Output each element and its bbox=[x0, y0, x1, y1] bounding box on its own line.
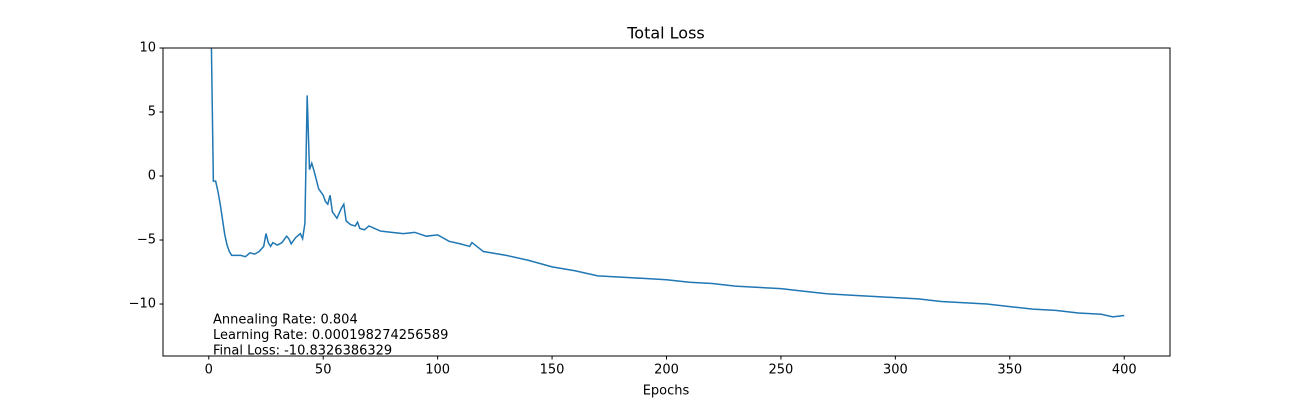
x-tick-label: 400 bbox=[1112, 363, 1137, 378]
annotation: Final Loss: -10.8326386329 bbox=[213, 344, 392, 359]
y-tick-label: 0 bbox=[148, 169, 156, 184]
x-tick-label: 300 bbox=[883, 363, 908, 378]
x-tick-label: 100 bbox=[425, 363, 450, 378]
x-tick-label: 0 bbox=[205, 363, 213, 378]
x-axis-label: Epochs bbox=[643, 384, 690, 399]
annotation: Learning Rate: 0.000198274256589 bbox=[213, 328, 448, 343]
x-tick-label: 350 bbox=[997, 363, 1022, 378]
chart-title: Total Loss bbox=[626, 24, 705, 43]
y-tick-label: −10 bbox=[129, 297, 156, 312]
annotation: Annealing Rate: 0.804 bbox=[213, 313, 358, 328]
plot-frame bbox=[162, 47, 1171, 357]
x-tick-label: 150 bbox=[540, 363, 565, 378]
y-tick-label: −5 bbox=[137, 233, 156, 248]
y-tick-label: 5 bbox=[148, 105, 156, 120]
x-tick-label: 50 bbox=[315, 363, 332, 378]
x-tick-label: 200 bbox=[654, 363, 679, 378]
x-tick-label: 250 bbox=[769, 363, 794, 378]
line-series bbox=[210, 48, 1125, 318]
y-tick-label: 10 bbox=[139, 41, 156, 56]
